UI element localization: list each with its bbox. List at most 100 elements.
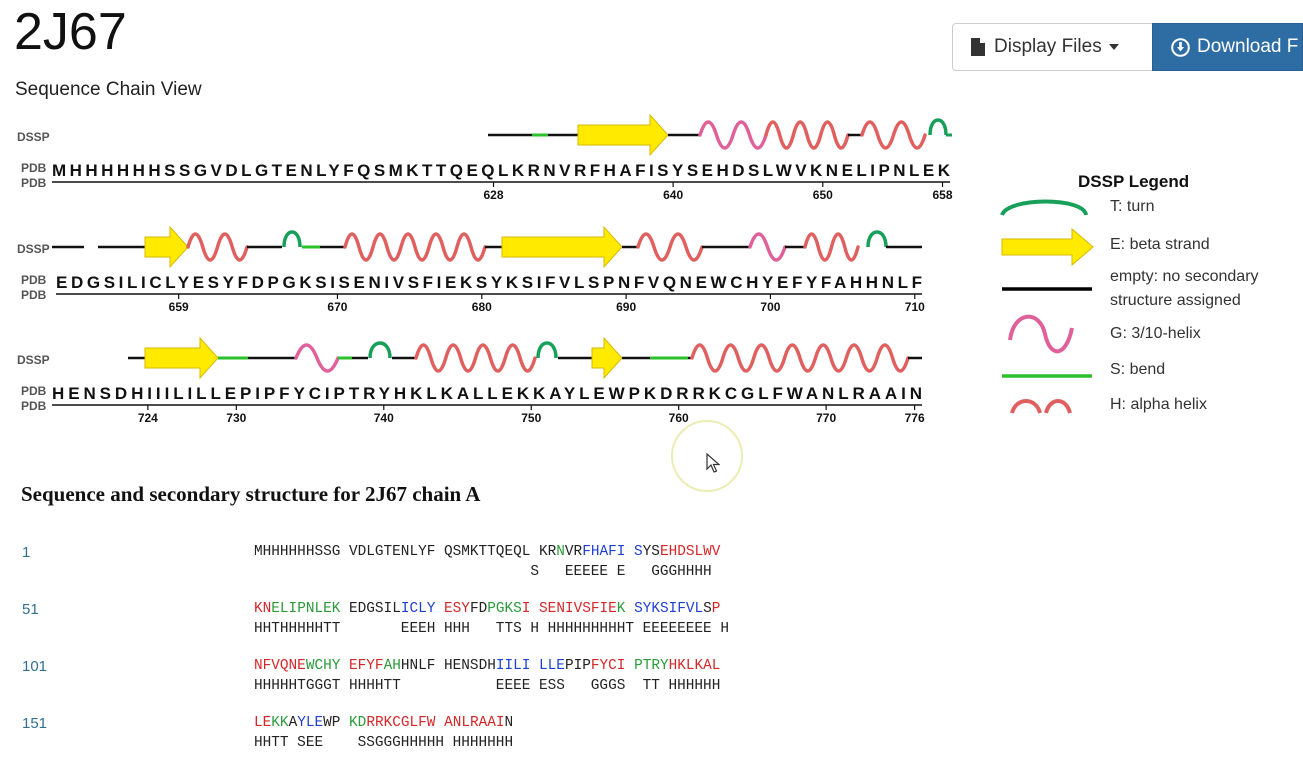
- residue-number-tick: 740: [374, 411, 394, 425]
- residue-segment: WCHY: [305, 658, 341, 674]
- residue-segment: [435, 601, 444, 617]
- residue-number-tick: 670: [327, 300, 347, 314]
- dssp-beta-strand: [591, 336, 623, 380]
- residue-segment: VR: [564, 544, 583, 560]
- residue-segment: [340, 715, 349, 731]
- residue-segment: LLE: [539, 658, 565, 674]
- residue-segment: NFVQNE: [254, 658, 306, 674]
- legend-label: structure assigned: [1110, 292, 1241, 309]
- residue-segment: [625, 658, 634, 674]
- download-files-button[interactable]: Download F: [1152, 23, 1303, 71]
- dssp-alpha-helix: [186, 232, 249, 262]
- file-icon: [971, 38, 985, 56]
- dssp-alpha-helix: [690, 343, 910, 373]
- dssp-track-label: DSSP: [17, 242, 50, 256]
- sequence-line: KNELIPNLEK EDGSILICLY ESYFDPGKSI SENIVSF…: [254, 599, 720, 619]
- residue-segment: ELIPNLEK: [271, 601, 341, 617]
- legend-label: G: 3/10-helix: [1110, 325, 1201, 342]
- residue-segment: PIP: [564, 658, 591, 674]
- residue-number-tick: 770: [816, 411, 836, 425]
- residue-segment: KD: [349, 715, 367, 731]
- legend-turn-icon: [1000, 199, 1088, 217]
- section-title: Sequence and secondary structure for 2J6…: [21, 482, 481, 506]
- pdb-numbering-label: PDB: [21, 399, 47, 413]
- pdb-track-label: PDB: [21, 384, 47, 398]
- residue-segment: [530, 658, 539, 674]
- display-files-button[interactable]: Display Files: [952, 23, 1153, 71]
- residue-segment: EHDSLWV: [659, 544, 721, 560]
- download-files-label: Download F: [1197, 36, 1299, 57]
- dssp-alpha-helix: [803, 232, 860, 262]
- pdb-numbering-label: PDB: [21, 176, 47, 190]
- secondary-structure-line: S EEEEE E GGGHHHH: [254, 564, 712, 580]
- legend-310-helix-icon: [1008, 314, 1074, 354]
- dssp-track-label: DSSP: [17, 353, 50, 367]
- residue-segment: WP: [323, 715, 341, 731]
- sequence-row-number: 151: [22, 715, 48, 732]
- dssp-alpha-helix: [860, 120, 927, 150]
- residue-segment: IILI: [495, 658, 531, 674]
- cursor-highlight: [671, 420, 743, 492]
- sequence-row-number: 1: [22, 544, 31, 561]
- pdb-numbering-label: PDB: [21, 288, 47, 302]
- residue-segment: [625, 601, 634, 617]
- legend-label: E: beta strand: [1110, 236, 1210, 253]
- legend-label: S: bend: [1110, 361, 1165, 378]
- caret-down-icon: [1108, 44, 1119, 50]
- pdb-sequence-row: EDGSILICLYESYFDPGKSISENIVSFIEKSYKSIFVLSP…: [56, 273, 922, 292]
- residue-number-tick: 700: [760, 300, 780, 314]
- sequence-row-number: 101: [22, 658, 48, 675]
- residue-segment: [625, 544, 634, 560]
- dssp-alpha-helix: [764, 120, 850, 150]
- pdb-track-label: PDB: [21, 161, 47, 175]
- dssp-beta-strand: [577, 113, 669, 157]
- residue-segment: EFYF: [349, 658, 384, 674]
- dssp-track-label: DSSP: [17, 130, 50, 144]
- residue-segment: FHAFI: [582, 544, 626, 560]
- sequence-chain-view: DSSPPDBPDBMHHHHHHSSGVDLGTENLYFQSMKTTQEQL…: [17, 113, 1259, 425]
- residue-number-tick: 658: [933, 188, 953, 202]
- page-title: 2J67: [14, 3, 127, 61]
- pdb-sequence-row: HENSDHIIILILLEPIPFYCIPTRYHKLKALLEKKAYLEW…: [52, 384, 922, 403]
- secondary-structure-line: HHHHHTGGGT HHHHTT EEEE ESS GGGS TT HHHHH…: [254, 678, 721, 694]
- pdb-track-label: PDB: [21, 273, 47, 287]
- dssp-turn: [928, 118, 948, 136]
- dssp-alpha-helix: [343, 232, 487, 262]
- residue-segment: S: [634, 544, 643, 560]
- residue-segment: A: [288, 715, 298, 731]
- residue-segment: FD: [469, 601, 488, 617]
- sequence-line: NFVQNEWCHY EFYFAHHNLF HENSDHIILI LLEPIPF…: [254, 656, 720, 676]
- legend-strand-icon: [1001, 227, 1094, 267]
- residue-number-tick: 730: [226, 411, 246, 425]
- dssp-turn: [536, 341, 558, 359]
- residue-segment: N: [556, 544, 565, 560]
- sequence-line: MHHHHHHSSG VDLGTENLYF QSMKTTQEQL KRNVRFH…: [254, 542, 720, 562]
- residue-segment: EDGSIL: [340, 601, 401, 617]
- dssp-beta-strand: [501, 225, 623, 269]
- residue-segment: SENIVSFIE: [539, 601, 617, 617]
- residue-number-tick: 750: [521, 411, 541, 425]
- residue-number-tick: 680: [472, 300, 492, 314]
- dssp-beta-strand: [144, 225, 189, 269]
- legend-label: empty: no secondary: [1110, 268, 1259, 285]
- residue-segment: HKLKAL: [668, 658, 721, 674]
- dssp-turn: [866, 230, 888, 248]
- legend-alpha-helix-icon: [1010, 399, 1072, 414]
- residue-segment: KN: [254, 601, 272, 617]
- sequence-row-number: 51: [22, 601, 39, 618]
- dssp-turn: [282, 230, 302, 248]
- dssp-alpha-helix: [414, 343, 537, 373]
- residue-segment: PTRY: [634, 658, 669, 674]
- display-files-label: Display Files: [994, 36, 1102, 57]
- legend-label: T: turn: [1110, 198, 1154, 215]
- residue-number-tick: 690: [616, 300, 636, 314]
- download-circle-icon: [1171, 37, 1190, 57]
- residue-segment: YS: [642, 544, 660, 560]
- dssp-turn: [368, 341, 392, 359]
- residue-number-tick: 640: [663, 188, 683, 202]
- residue-segment: S: [703, 601, 712, 617]
- residue-segment: MHHHHHHSSG VDLGTENLYF QSMKTTQEQL KR: [254, 544, 557, 560]
- residue-number-tick: 760: [669, 411, 689, 425]
- residue-segment: P: [711, 601, 721, 617]
- residue-segment: LE: [254, 715, 272, 731]
